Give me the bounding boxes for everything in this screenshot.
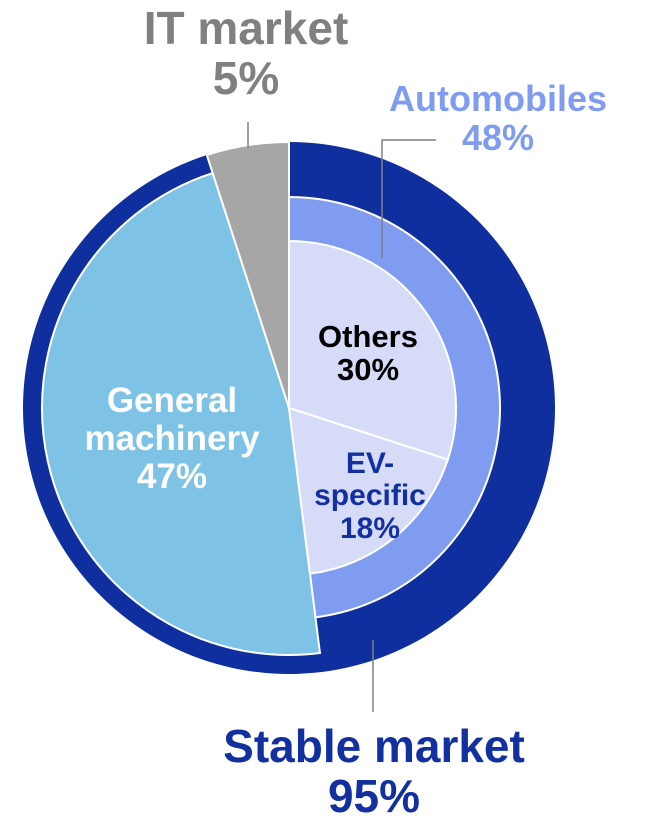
label-value: 95%: [327, 769, 421, 822]
segment-label: Others 30%: [288, 320, 448, 387]
wedge: [41, 171, 322, 656]
segment-label: General machinery 47%: [52, 382, 292, 495]
label-name: Stable market: [223, 720, 525, 772]
label-name: Automobiles: [388, 78, 607, 119]
label-name: Others: [318, 319, 418, 354]
label-value: 5%: [212, 51, 280, 104]
label-name: General machinery: [84, 381, 260, 458]
segment-label: EV-specific 18%: [305, 447, 435, 545]
label-value: 18%: [339, 511, 401, 545]
segment-label: IT market 5%: [106, 2, 386, 104]
wedges: [23, 140, 556, 675]
label-value: 30%: [336, 352, 400, 388]
label-name: IT market: [143, 2, 349, 54]
wedge: [287, 406, 450, 575]
segment-label: Automobiles 48%: [353, 78, 643, 158]
label-name: EV-specific: [314, 447, 426, 513]
label-value: 47%: [136, 456, 208, 496]
label-value: 48%: [461, 116, 535, 158]
leader-line: [381, 139, 436, 258]
group-label: Stable market 95%: [214, 720, 534, 822]
wedge: [288, 239, 457, 461]
